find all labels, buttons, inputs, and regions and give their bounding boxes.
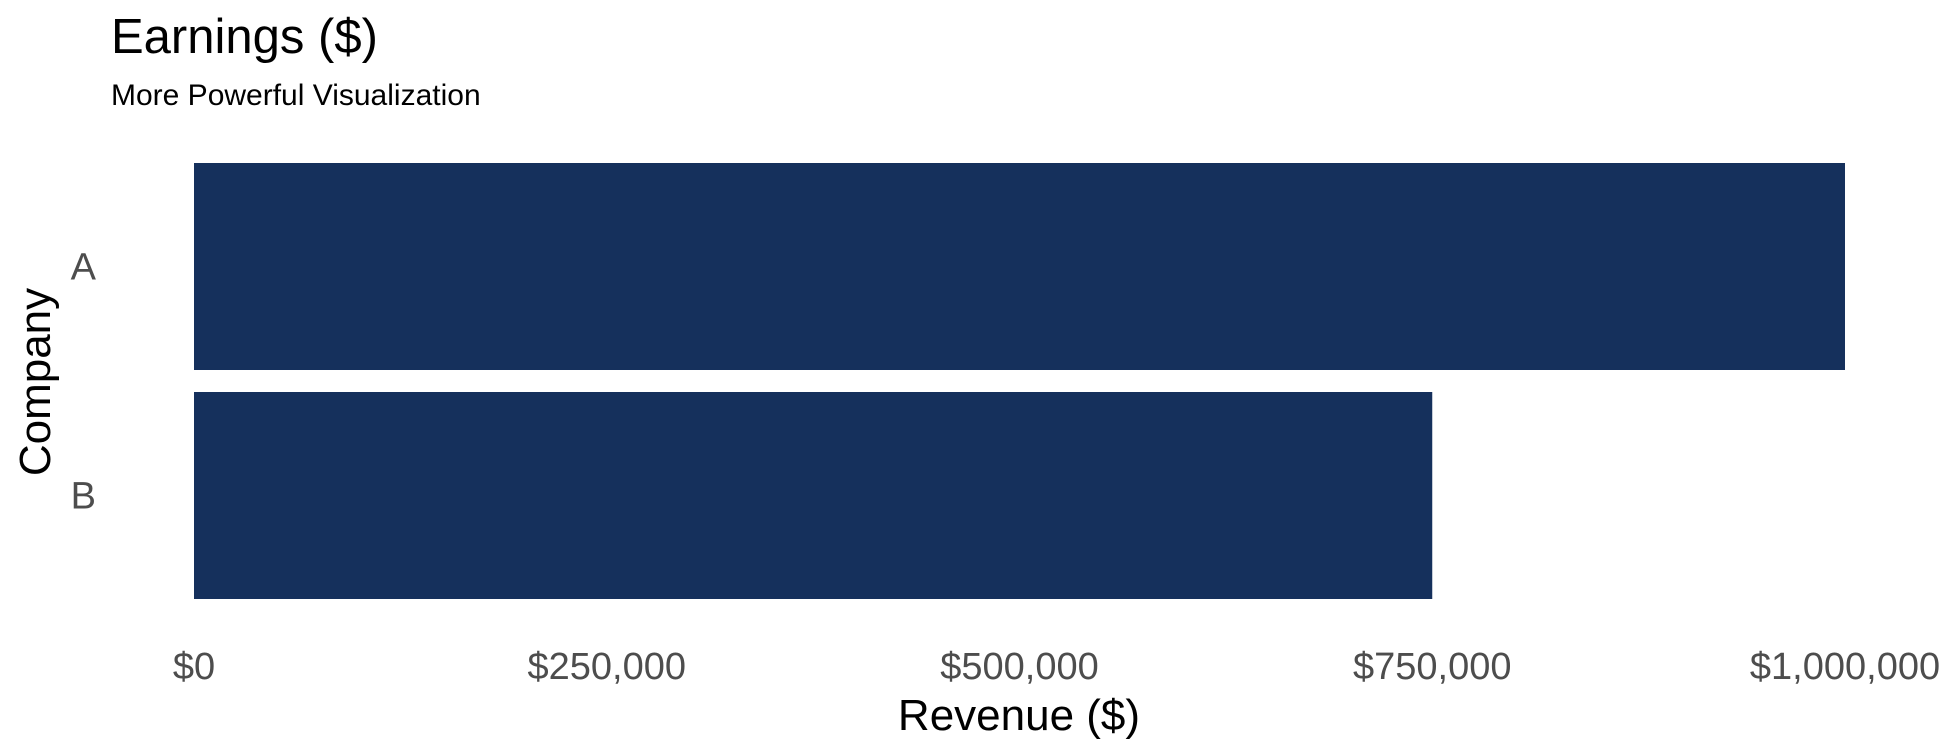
chart-title: Earnings ($)	[111, 10, 378, 64]
x-tick-label-1: $250,000	[528, 646, 687, 688]
y-tick-labels: AB	[71, 247, 97, 518]
bar-a	[194, 163, 1845, 370]
x-tick-label-0: $0	[173, 646, 215, 688]
chart-subtitle: More Powerful Visualization	[111, 79, 481, 112]
x-tick-labels: $0 $250,000 $500,000 $750,000 $1,000,000	[173, 646, 1940, 688]
x-tick-label-2: $500,000	[940, 646, 1099, 688]
x-tick-label-3: $750,000	[1353, 646, 1512, 688]
y-axis-title: Company	[11, 288, 60, 476]
y-tick-label-b: B	[71, 476, 96, 518]
bars-group	[194, 163, 1845, 599]
bar-b	[194, 392, 1433, 599]
y-tick-label-a: A	[71, 247, 97, 289]
x-axis-title: Revenue ($)	[898, 691, 1140, 740]
x-tick-label-4: $1,000,000	[1750, 646, 1940, 688]
